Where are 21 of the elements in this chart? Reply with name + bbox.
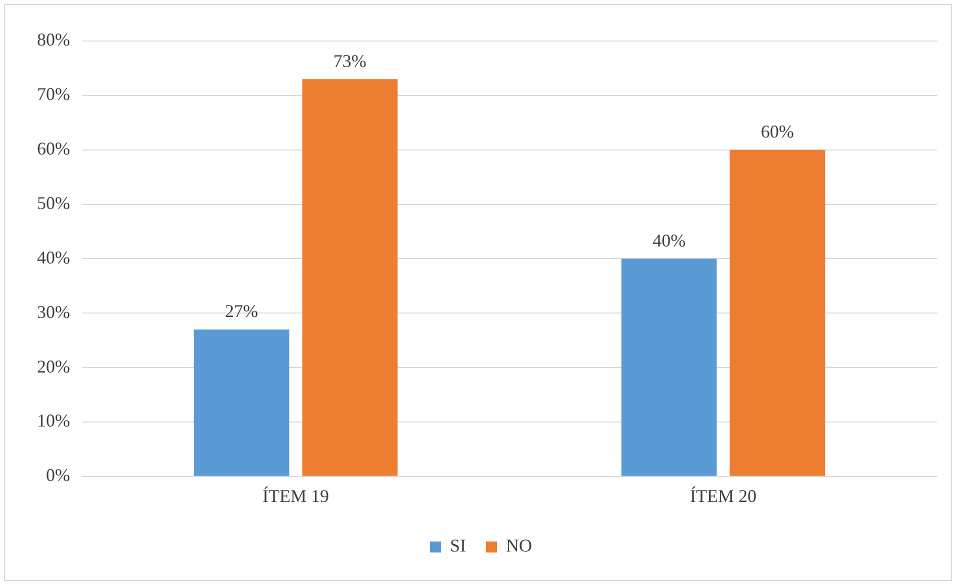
y-tick-label: 30% [36, 302, 70, 322]
x-tick-label: ÍTEM 20 [690, 486, 756, 506]
y-tick-label: 60% [36, 138, 70, 159]
y-tick-label: 0% [46, 465, 70, 486]
data-label: 27% [225, 301, 258, 322]
y-tick-label: 50% [36, 193, 70, 214]
data-label: 40% [652, 230, 686, 250]
legend-label: NO [506, 536, 532, 556]
bar [194, 329, 290, 476]
bar [302, 79, 398, 476]
y-tick-label: 20% [36, 356, 70, 376]
x-tick-label: ÍTEM 19 [262, 486, 329, 506]
y-tick-label: 10% [36, 410, 70, 431]
legend-label: SI [450, 536, 466, 556]
data-label: 60% [760, 122, 794, 142]
bar [621, 258, 717, 476]
data-label: 73% [333, 50, 366, 71]
y-tick-label: 40% [36, 247, 70, 268]
y-tick-label: 70% [36, 84, 70, 104]
y-tick-label: 80% [36, 30, 70, 50]
bar [730, 150, 826, 476]
